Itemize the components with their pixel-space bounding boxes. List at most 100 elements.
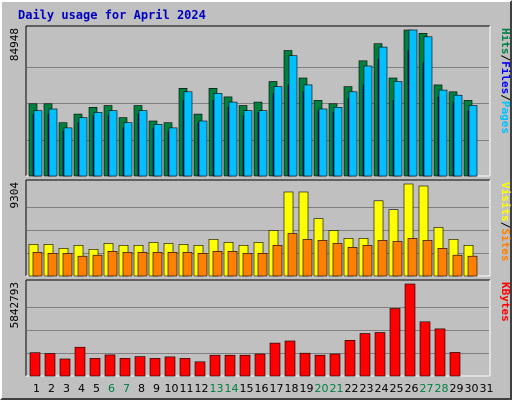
day-label-10: 10 [165,382,179,395]
bar-kbytes-kbytes-day-12 [194,361,206,377]
bar-kbytes-kbytes-day-17 [269,342,281,377]
bar-visits-sites-day-1 [32,252,43,277]
day-label-19: 19 [300,382,314,395]
bar-kbytes-kbytes-day-3 [59,358,71,377]
bar-kbytes-kbytes-day-29 [449,352,461,377]
bar-hits-pages-day-9 [153,124,163,177]
day-label-30: 30 [465,382,479,395]
bar-hits-pages-day-3 [63,127,73,177]
bar-kbytes-kbytes-day-7 [119,358,131,377]
day-label-5: 5 [93,382,100,395]
bar-visits-sites-day-30 [467,255,478,277]
day-label-18: 18 [285,382,299,395]
bar-visits-sites-day-18 [287,233,298,277]
panel-hits-max-label: 84948 [8,28,21,61]
bar-hits-pages-day-16 [258,110,268,177]
bar-visits-sites-day-25 [392,241,403,277]
bar-hits-pages-day-19 [303,84,313,177]
day-label-6: 6 [108,382,115,395]
bar-visits-sites-day-19 [302,239,313,277]
bar-visits-sites-day-13 [212,251,223,277]
legend-files-label: Files [499,61,512,94]
bar-hits-pages-day-15 [243,110,253,177]
day-label-13: 13 [210,382,224,395]
bar-kbytes-kbytes-day-27 [419,321,431,377]
legend-pages-label: Pages [499,101,512,134]
bar-visits-sites-day-29 [452,254,463,277]
bar-visits-sites-day-20 [317,240,328,277]
legend--label: / [499,55,512,62]
bar-kbytes-kbytes-day-19 [299,352,311,377]
bar-visits-sites-day-24 [377,240,388,277]
bar-visits-sites-day-26 [407,238,418,277]
bar-kbytes-kbytes-day-26 [404,283,416,377]
bar-kbytes-kbytes-day-15 [239,354,251,377]
bar-kbytes-kbytes-day-13 [209,354,221,377]
panel-kbytes-max-label: 5842793 [8,282,21,328]
day-label-22: 22 [345,382,359,395]
panel-kbytes-legend: KBytes [499,282,512,322]
day-label-28: 28 [435,382,449,395]
bar-kbytes-kbytes-day-23 [359,333,371,377]
bar-visits-sites-day-8 [137,252,148,277]
bar-visits-sites-day-17 [272,245,283,277]
day-label-17: 17 [270,382,284,395]
bar-hits-pages-day-24 [378,46,388,177]
bar-kbytes-kbytes-day-25 [389,308,401,377]
bar-visits-sites-day-28 [437,248,448,277]
bar-hits-pages-day-7 [123,122,133,177]
day-label-11: 11 [180,382,194,395]
bar-visits-sites-day-4 [77,255,88,277]
bar-kbytes-kbytes-day-5 [89,358,101,377]
bar-hits-pages-day-23 [363,65,373,177]
bar-kbytes-kbytes-day-10 [164,356,176,377]
day-label-20: 20 [315,382,329,395]
bar-hits-pages-day-25 [393,81,403,177]
bar-hits-pages-day-14 [228,101,238,177]
chart-title: Daily usage for April 2024 [18,8,206,22]
day-label-4: 4 [78,382,85,395]
bar-hits-pages-day-26 [408,29,418,177]
bar-visits-sites-day-15 [242,253,253,277]
bar-hits-pages-day-5 [93,112,103,177]
bar-hits-pages-day-18 [288,55,298,177]
bar-kbytes-kbytes-day-21 [329,353,341,377]
bar-visits-sites-day-16 [257,253,268,277]
bar-hits-pages-day-8 [138,110,148,177]
panel-visits-max-label: 9304 [8,182,21,209]
legend-hits-label: Hits [499,28,512,55]
bar-hits-pages-day-29 [453,94,463,177]
day-label-27: 27 [420,382,434,395]
day-label-9: 9 [153,382,160,395]
day-label-1: 1 [33,382,40,395]
day-label-3: 3 [63,382,70,395]
bar-hits-pages-day-1 [33,110,43,177]
day-label-26: 26 [405,382,419,395]
bar-hits-pages-day-6 [108,110,118,177]
bar-hits-pages-day-11 [183,91,193,177]
bar-visits-sites-day-7 [122,252,133,277]
day-label-7: 7 [123,382,130,395]
bar-kbytes-kbytes-day-20 [314,354,326,377]
bar-visits-sites-day-21 [332,243,343,277]
bar-visits-sites-day-11 [182,252,193,277]
bar-hits-pages-day-21 [333,107,343,177]
bar-visits-sites-day-5 [92,254,103,277]
bar-hits-pages-day-28 [438,89,448,177]
bar-kbytes-kbytes-day-22 [344,339,356,377]
bar-kbytes-kbytes-day-11 [179,358,191,377]
bar-hits-pages-day-2 [48,108,58,177]
bar-hits-pages-day-27 [423,36,433,177]
day-label-8: 8 [138,382,145,395]
bar-kbytes-kbytes-day-8 [134,356,146,377]
day-label-15: 15 [240,382,254,395]
bar-hits-pages-day-22 [348,91,358,177]
bar-kbytes-kbytes-day-28 [434,328,446,377]
bar-kbytes-kbytes-day-2 [44,353,56,377]
bar-visits-sites-day-23 [362,245,373,277]
bar-visits-sites-day-27 [422,240,433,277]
bar-visits-sites-day-22 [347,247,358,277]
bar-kbytes-kbytes-day-14 [224,354,236,377]
day-label-2: 2 [48,382,55,395]
